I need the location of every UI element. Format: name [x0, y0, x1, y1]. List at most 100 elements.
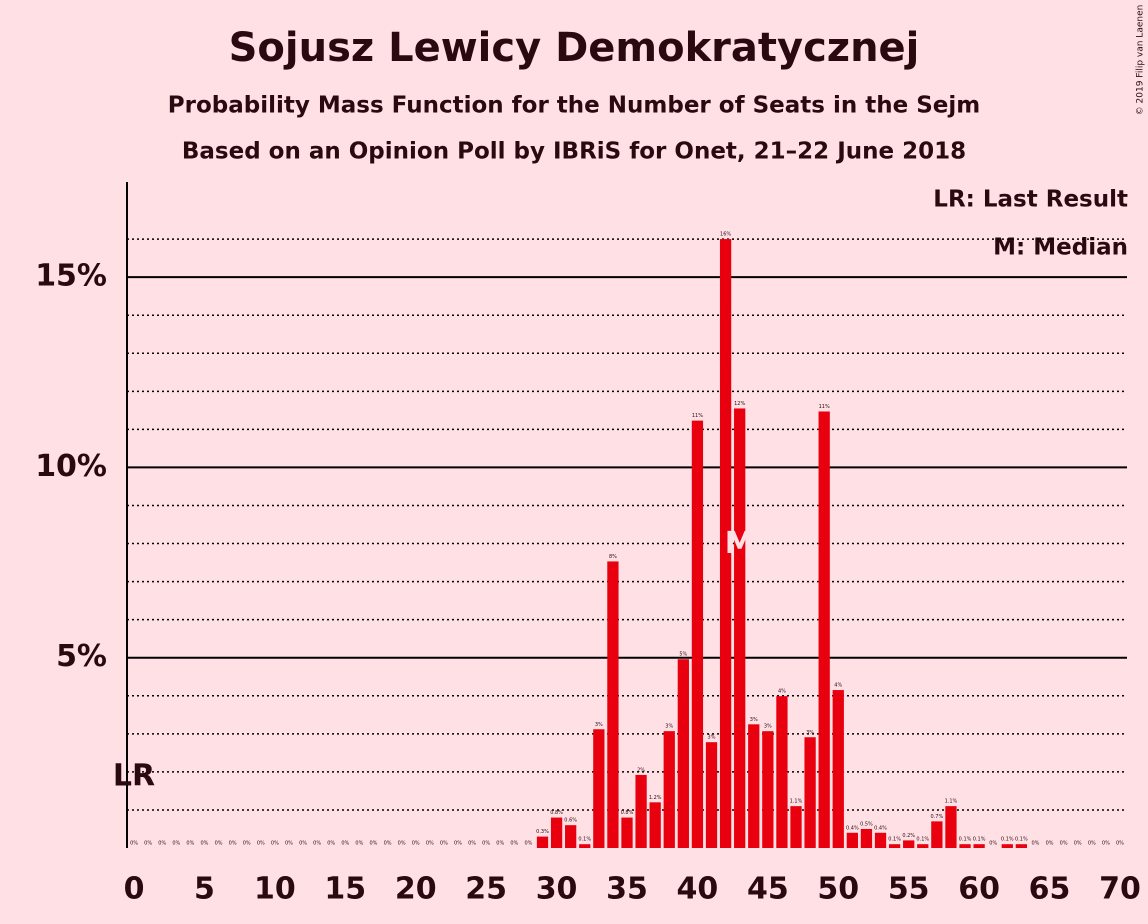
value-label: 0%	[1074, 841, 1082, 847]
bar	[621, 817, 633, 848]
y-tick-label: 10%	[35, 449, 107, 484]
value-label: 0%	[299, 841, 307, 847]
bar	[804, 737, 816, 848]
bar	[776, 696, 788, 848]
value-label: 0%	[1116, 841, 1124, 847]
value-label: 0%	[285, 841, 293, 847]
value-label: 8%	[609, 554, 617, 560]
value-label: 3%	[595, 722, 603, 728]
y-tick-label: 5%	[56, 639, 107, 674]
value-label: 0%	[313, 841, 321, 847]
bar	[607, 561, 619, 848]
bar	[790, 806, 802, 848]
x-tick-label: 30	[536, 872, 578, 907]
value-label: 5%	[679, 652, 687, 658]
value-label: 0%	[355, 841, 363, 847]
x-tick-label: 50	[817, 872, 859, 907]
value-label: 0.6%	[564, 818, 577, 824]
x-tick-label: 70	[1099, 872, 1141, 907]
value-label: 0%	[454, 841, 462, 847]
bar	[818, 411, 830, 848]
value-label: 11%	[819, 404, 830, 410]
x-tick-label: 25	[465, 872, 507, 907]
value-label: 0%	[1060, 841, 1068, 847]
value-label: 1.1%	[790, 799, 803, 805]
chart-title: Sojusz Lewicy Demokratycznej	[229, 25, 920, 71]
value-label: 0%	[370, 841, 378, 847]
x-tick-label: 0	[124, 872, 145, 907]
value-label: 0%	[510, 841, 518, 847]
bar	[874, 832, 887, 848]
value-label: 0.1%	[888, 837, 901, 843]
value-label: 0.5%	[860, 821, 873, 827]
value-label: 0%	[257, 841, 265, 847]
x-tick-label: 65	[1029, 872, 1071, 907]
x-tick-label: 15	[324, 872, 366, 907]
bar	[903, 840, 915, 848]
bar	[663, 731, 675, 848]
value-label: 0%	[384, 841, 392, 847]
value-label: 0%	[271, 841, 279, 847]
x-tick-label: 40	[677, 872, 719, 907]
x-tick-label: 45	[747, 872, 789, 907]
value-label: 0%	[130, 841, 138, 847]
value-label: 0%	[496, 841, 504, 847]
value-label: 0%	[200, 841, 208, 847]
bar	[734, 408, 746, 848]
legend-entry: M: Median	[993, 235, 1128, 261]
median-marker: M	[725, 526, 755, 561]
value-label: 4%	[778, 689, 786, 695]
bar	[705, 742, 718, 848]
value-label: 0%	[186, 841, 194, 847]
value-label: 0.8%	[550, 810, 563, 816]
x-tick-label: 60	[958, 872, 1000, 907]
chart-subtitle: Based on an Opinion Poll by IBRiS for On…	[182, 139, 966, 165]
value-label: 3%	[750, 717, 758, 723]
y-tick-label: 15%	[35, 259, 107, 294]
x-tick-label: 20	[395, 872, 437, 907]
x-tick-label: 5	[194, 872, 215, 907]
value-label: 3%	[708, 735, 716, 741]
last-result-marker: LR	[113, 759, 155, 794]
value-label: 0%	[229, 841, 237, 847]
value-label: 0.7%	[931, 814, 944, 820]
value-label: 11%	[692, 413, 703, 419]
value-label: 0.8%	[621, 810, 634, 816]
value-label: 0.3%	[536, 829, 549, 835]
value-label: 0.1%	[1001, 837, 1014, 843]
value-label: 0%	[482, 841, 490, 847]
value-label: 0%	[1088, 841, 1096, 847]
value-label: 0%	[1102, 841, 1110, 847]
value-label: 0%	[1031, 841, 1039, 847]
chart-subtitle: Probability Mass Function for the Number…	[168, 93, 980, 119]
bar	[762, 731, 774, 848]
bar	[579, 844, 591, 848]
value-label: 3%	[806, 730, 814, 736]
legend-entry: LR: Last Result	[933, 187, 1128, 213]
bar	[860, 828, 873, 848]
bar	[846, 832, 858, 848]
value-label: 0%	[989, 841, 997, 847]
bar	[550, 817, 563, 848]
value-label: 12%	[734, 401, 745, 407]
bar	[691, 420, 704, 848]
value-label: 0%	[215, 841, 223, 847]
value-label: 0.1%	[959, 837, 972, 843]
value-label: 0.1%	[578, 837, 591, 843]
value-label: 2%	[637, 767, 645, 773]
x-tick-label: 35	[606, 872, 648, 907]
bar	[719, 239, 732, 849]
bar	[635, 774, 647, 848]
value-label: 0%	[440, 841, 448, 847]
value-label: 1.1%	[945, 799, 958, 805]
bar	[748, 724, 760, 848]
value-label: 0%	[341, 841, 349, 847]
bar	[677, 659, 689, 848]
bar	[888, 844, 901, 848]
value-label: 0.4%	[846, 825, 859, 831]
value-label: 0%	[412, 841, 420, 847]
bar	[945, 806, 957, 848]
bar	[536, 836, 549, 848]
